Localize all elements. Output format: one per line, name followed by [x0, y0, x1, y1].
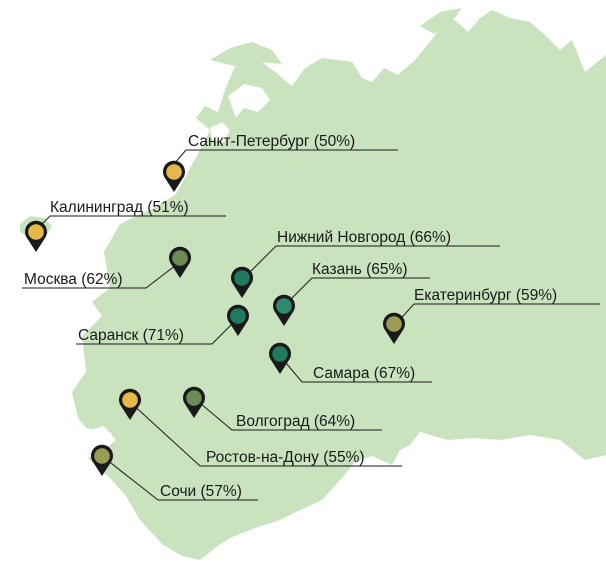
label-saransk: Саранск (71%): [78, 327, 184, 344]
map-pin-spb[interactable]: [163, 160, 186, 192]
leader-volgograd: [193, 397, 382, 431]
pin-head: [272, 346, 288, 362]
white-sea: [228, 84, 270, 118]
pins-layer: [25, 160, 405, 476]
map-pin-rostov[interactable]: [118, 388, 141, 420]
map-pin-saransk[interactable]: [227, 304, 249, 336]
map-pin-sochi[interactable]: [91, 444, 114, 476]
label-nn: Нижний Новгород (66%): [277, 229, 451, 246]
map-pin-nn[interactable]: [230, 266, 253, 298]
pin-head: [386, 316, 402, 332]
leader-spb: [173, 149, 398, 165]
pin-head: [122, 392, 138, 408]
label-rostov: Ростов-на-Дону (55%): [206, 449, 365, 466]
lake-ladoga: [210, 122, 230, 142]
leader-samara: [279, 355, 432, 383]
leader-saransk: [76, 317, 239, 345]
map-pin-moscow[interactable]: [169, 246, 191, 278]
map-pin-kazan[interactable]: [273, 294, 296, 326]
pin-head: [166, 164, 182, 180]
label-samara: Самара (67%): [313, 365, 416, 382]
land-mass: [72, 10, 606, 560]
caspian-coast: [330, 470, 376, 528]
leader-nn: [241, 245, 500, 281]
kola-peninsula: [210, 42, 282, 66]
label-spb: Санкт-Петербург (50%): [188, 133, 356, 150]
map-pin-volgograd[interactable]: [183, 386, 206, 418]
label-sochi: Сочи (57%): [160, 483, 242, 500]
map-pin-ekb[interactable]: [383, 312, 405, 344]
northern-island: [420, 8, 462, 34]
pin-head: [172, 250, 188, 266]
pin-head: [186, 390, 202, 406]
label-ekb: Екатеринбург (59%): [414, 287, 558, 304]
leader-moscow: [22, 261, 181, 289]
leader-kazan: [283, 277, 430, 307]
label-kazan: Казань (65%): [312, 261, 408, 278]
pin-head: [234, 270, 250, 286]
label-kaliningrad: Калининград (51%): [50, 199, 189, 216]
label-moscow: Москва (62%): [24, 271, 123, 288]
pin-head: [230, 308, 246, 324]
pin-head: [94, 448, 110, 464]
leader-rostov: [129, 401, 402, 467]
map-pin-samara[interactable]: [269, 342, 292, 374]
pin-head: [276, 298, 292, 314]
label-volgograd: Волгоград (64%): [236, 413, 356, 430]
leader-sochi: [101, 455, 258, 501]
map-pin-kaliningrad[interactable]: [25, 220, 47, 252]
pin-head: [28, 224, 44, 240]
azov-sea: [84, 426, 116, 452]
